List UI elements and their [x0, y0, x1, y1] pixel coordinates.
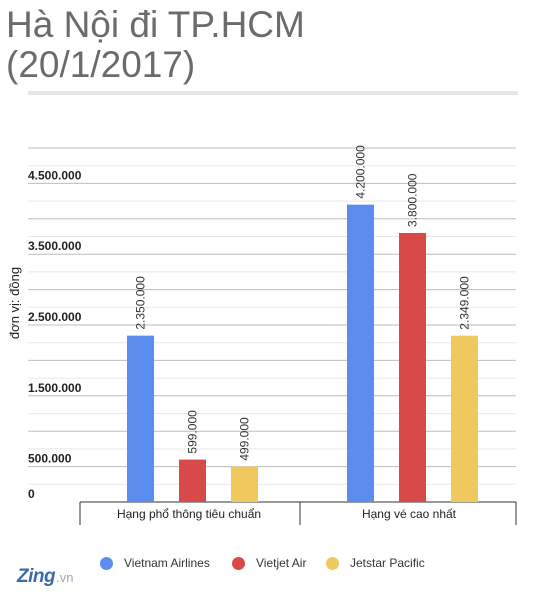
category-label-hang-ve-cao-nhat: Hạng vé cao nhất — [362, 507, 457, 521]
chart-title-line-1: Hà Nội đi TP.HCM — [6, 4, 305, 45]
y-tick-label: 500.000 — [28, 452, 72, 466]
data-label-jetstar-pacific-1: 499.000 — [238, 417, 252, 461]
zing-logo-suffix: .vn — [56, 570, 74, 585]
data-label-vietjet-air-2: 3.800.000 — [406, 173, 420, 227]
chart-title-line-2: (20/1/2017) — [6, 44, 196, 85]
y-axis-label: đơn vị: đồng — [7, 267, 22, 339]
legend-label-jetstar-pacific: Jetstar Pacific — [350, 556, 425, 570]
zing-logo: Zing .vn — [17, 566, 73, 590]
chart-legend: Vietnam Airlines Vietjet Air Jetstar Pac… — [0, 552, 541, 574]
legend-swatch-vietjet-air — [232, 556, 245, 570]
bar-jetstar-pacific-2 — [451, 335, 478, 502]
data-label-vietnam-airlines-2: 4.200.000 — [354, 145, 368, 199]
legend-swatch-vietnam-airlines — [100, 556, 113, 570]
title-divider — [28, 91, 518, 95]
zing-logo-main: Zing — [17, 566, 56, 587]
category-label-hang-pho-thong-tieu-chuan: Hạng phổ thông tiêu chuẩn — [117, 507, 261, 521]
y-tick-label: 1.500.000 — [28, 381, 82, 395]
legend-item-vietnam-airlines: Vietnam Airlines — [100, 552, 210, 574]
legend-label-vietnam-airlines: Vietnam Airlines — [124, 556, 210, 570]
data-label-jetstar-pacific-2: 2.349.000 — [458, 276, 472, 330]
data-label-vietjet-air-1: 599.000 — [186, 410, 200, 454]
y-tick-label: 3.500.000 — [28, 239, 82, 253]
y-tick-label: 0 — [28, 487, 35, 501]
legend-item-vietjet-air: Vietjet Air — [232, 552, 306, 574]
data-label-vietnam-airlines-1: 2.350.000 — [134, 276, 148, 330]
bar-vietnam-airlines-2 — [347, 204, 374, 502]
y-tick-label: 2.500.000 — [28, 310, 82, 324]
legend-swatch-jetstar-pacific — [326, 556, 339, 570]
y-tick-label: 4.500.000 — [28, 168, 82, 182]
bar-jetstar-pacific-1 — [231, 466, 258, 502]
legend-item-jetstar-pacific: Jetstar Pacific — [326, 552, 425, 574]
bar-vietjet-air-2 — [399, 232, 426, 502]
bar-chart: 0 500.000 1.500.000 2.500.000 3.500.000 4.500… — [7, 145, 517, 525]
bar-vietnam-airlines-1 — [127, 335, 154, 502]
legend-label-vietjet-air: Vietjet Air — [256, 556, 307, 570]
bar-vietjet-air-1 — [179, 459, 206, 502]
